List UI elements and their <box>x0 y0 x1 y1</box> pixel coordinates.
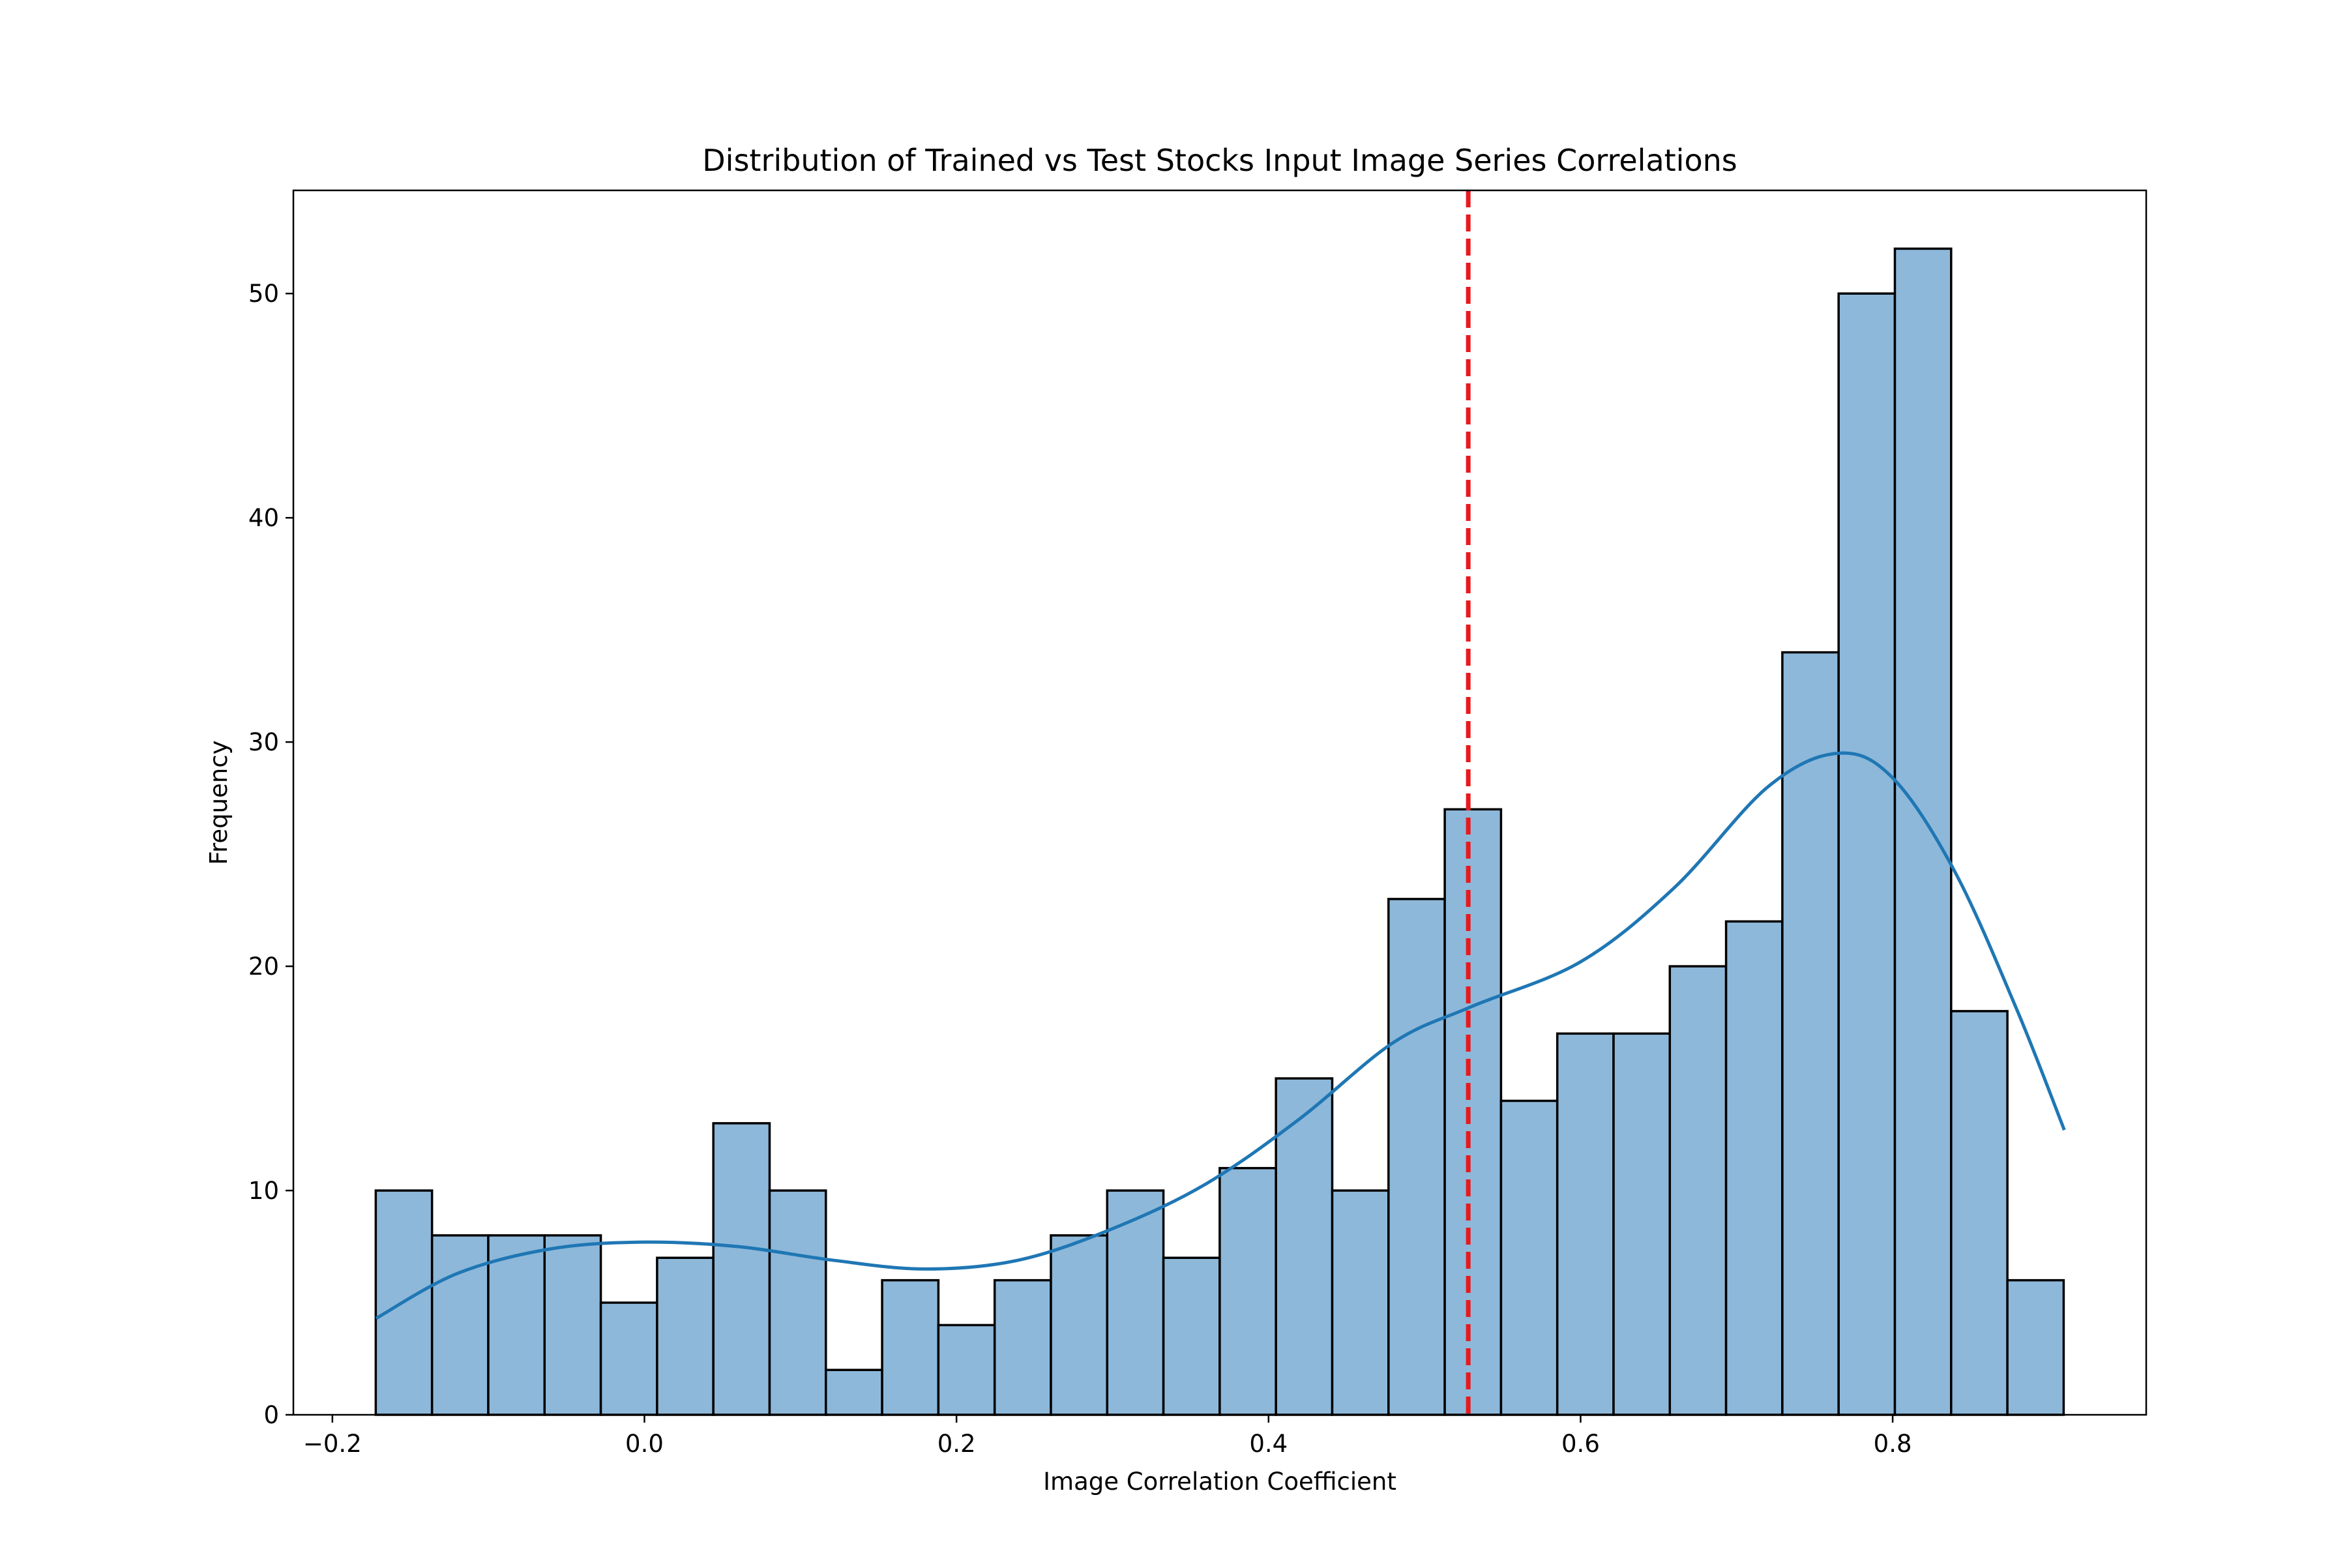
histogram-bar <box>712 1122 771 1416</box>
x-tick-label: 0.4 <box>1249 1430 1288 1458</box>
y-tick-label: 20 <box>248 953 279 981</box>
x-axis-ticks: −0.2 0.0 0.2 0.4 0.6 0.8 <box>303 1415 1912 1458</box>
histogram-bar <box>1893 247 1953 1416</box>
kde-curve <box>375 751 2066 1320</box>
y-tick-label: 10 <box>248 1177 279 1205</box>
y-tick-label: 30 <box>248 728 279 756</box>
histogram-bar <box>656 1256 715 1416</box>
x-tick-label: 0.6 <box>1561 1430 1600 1458</box>
histogram-bar <box>993 1279 1052 1416</box>
plot-frame <box>292 189 2148 1416</box>
histogram-bar <box>1612 1032 1672 1416</box>
histogram-bar <box>1387 898 1446 1416</box>
histogram-bar <box>1275 1077 1334 1416</box>
histogram-bar <box>1781 651 1840 1416</box>
histogram-bar <box>1162 1256 1221 1416</box>
y-axis-label: Frequency <box>205 740 233 865</box>
x-tick-label: −0.2 <box>303 1430 362 1458</box>
histogram-bar <box>430 1234 490 1416</box>
histogram-bar <box>487 1234 546 1416</box>
histogram-bar <box>1950 1010 2009 1416</box>
histogram-bar <box>1724 920 1784 1416</box>
x-tick-label: 0.2 <box>937 1430 976 1458</box>
histogram-bar <box>1106 1189 1165 1416</box>
histogram-bar <box>768 1189 827 1416</box>
histogram-bar <box>825 1368 883 1416</box>
histogram-bar <box>1443 808 1503 1416</box>
histogram-bar <box>2006 1279 2065 1416</box>
bars-layer <box>374 247 2065 1416</box>
x-tick-label: 0.8 <box>1874 1430 1912 1458</box>
y-tick-label: 0 <box>263 1401 279 1429</box>
chart-title: Distribution of Trained vs Test Stocks I… <box>702 143 1737 178</box>
histogram-bar <box>881 1279 940 1416</box>
histogram-bar <box>543 1234 602 1416</box>
histogram-bar <box>1556 1032 1615 1416</box>
histogram-bar <box>1837 292 1897 1416</box>
histogram-bar <box>1218 1166 1277 1416</box>
histogram-bar <box>599 1301 658 1416</box>
histogram-bar <box>1050 1234 1109 1416</box>
y-axis-ticks: 0 10 20 30 40 50 <box>248 280 293 1429</box>
histogram-bar <box>937 1324 996 1416</box>
histogram-bar <box>1331 1189 1390 1416</box>
kde-layer <box>375 751 2066 1320</box>
histogram-bar <box>1499 1099 1559 1416</box>
x-tick-label: 0.0 <box>625 1430 664 1458</box>
histogram-bar <box>1668 965 1728 1416</box>
y-tick-label: 50 <box>248 280 279 308</box>
x-axis-label: Image Correlation Coefficient <box>1043 1468 1396 1496</box>
y-tick-label: 40 <box>248 504 279 532</box>
